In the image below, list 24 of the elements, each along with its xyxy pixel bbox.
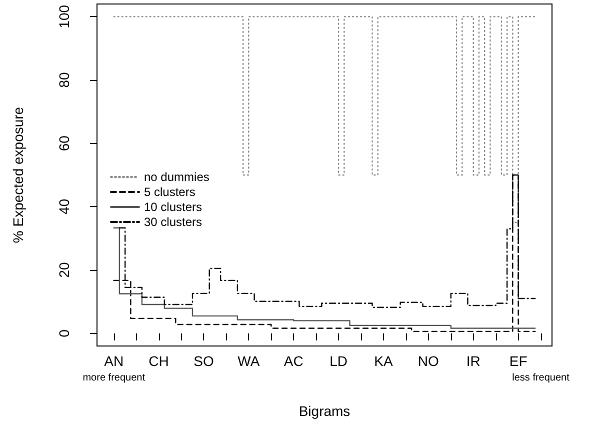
text: more frequent (82, 372, 146, 384)
x-tick-label: KA (374, 353, 394, 369)
x-tick-label: AC (284, 353, 304, 369)
x-tick-label: NO (418, 353, 440, 369)
text: less frequent (512, 372, 570, 384)
y-tick-label: 20 (56, 262, 72, 278)
x-tick-label: WA (238, 353, 260, 369)
legend-label: no dummies (144, 170, 210, 184)
y-axis-title: % Expected exposure (10, 106, 26, 244)
legend-label: 5 clusters (144, 185, 196, 199)
legend-label: 30 clusters (144, 215, 202, 229)
x-tick-label: AN (104, 353, 124, 369)
y-tick-label: 0 (56, 329, 72, 338)
legend-label: 10 clusters (144, 200, 202, 214)
x-tick-label: LD (330, 353, 348, 369)
x-tick-label: SO (194, 353, 214, 369)
x-axis-title: Bigrams (298, 403, 350, 419)
y-tick-label: 60 (56, 135, 72, 152)
y-tick-label: 40 (56, 198, 72, 214)
y-tick-label: 100 (56, 4, 72, 28)
x-tick-label: CH (148, 353, 169, 369)
y-tick-label: 80 (56, 72, 72, 88)
x-tick-label: EF (509, 353, 528, 369)
x-tick-label: IR (466, 353, 480, 369)
